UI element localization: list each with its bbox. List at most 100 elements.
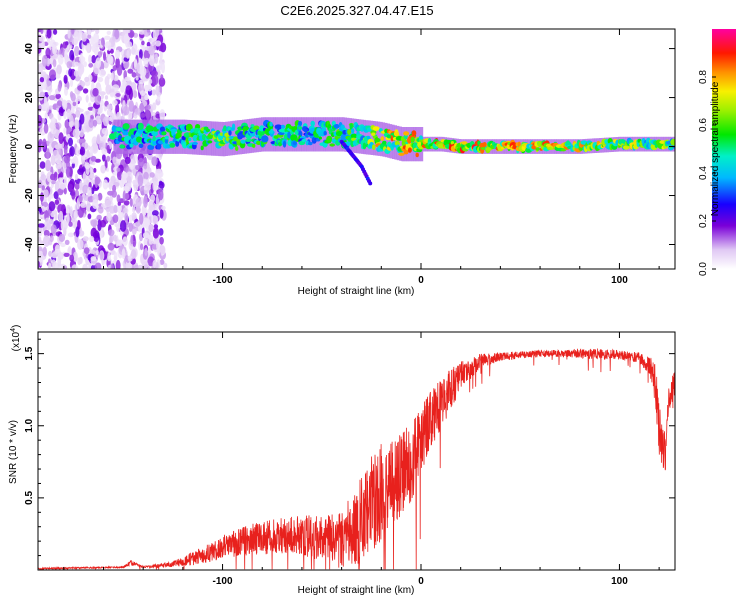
noise-blob: [65, 69, 69, 76]
noise-blob: [117, 211, 124, 219]
ridge-blob: [374, 138, 381, 143]
ridge-blob: [269, 122, 273, 127]
ridge-blob: [360, 125, 364, 132]
noise-blob: [84, 76, 90, 83]
noise-blob: [124, 156, 131, 165]
ridge-blob: [403, 149, 409, 155]
noise-blob: [94, 158, 101, 163]
noise-blob: [69, 120, 75, 128]
noise-blob: [42, 246, 47, 257]
noise-blob: [49, 57, 53, 64]
noise-blob: [69, 79, 74, 87]
noise-blob: [38, 260, 41, 269]
ridge-blob: [292, 141, 297, 145]
noise-blob: [93, 32, 100, 44]
noise-blob: [77, 85, 84, 91]
noise-blob: [90, 36, 95, 45]
noise-blob: [107, 45, 112, 51]
noise-blob: [155, 168, 163, 180]
noise-blob: [48, 250, 53, 257]
ridge-blob: [250, 132, 256, 137]
noise-blob: [63, 155, 71, 164]
ridge-blob: [257, 130, 266, 136]
noise-blob: [65, 207, 70, 214]
noise-blob: [41, 205, 45, 212]
ridge-blob: [175, 140, 180, 147]
noise-blob: [155, 65, 163, 71]
noise-blob: [50, 117, 56, 125]
noise-blob: [54, 199, 60, 205]
spectrogram-xtick-label: 100: [611, 275, 628, 286]
noise-blob: [131, 46, 135, 55]
noise-blob: [127, 41, 133, 48]
noise-blob: [47, 262, 52, 269]
noise-blob: [101, 127, 108, 135]
snr-multiplier-exp: 4: [10, 328, 17, 332]
spectrogram-ytick-label: -40: [24, 237, 35, 252]
noise-blob: [114, 49, 121, 60]
noise-blob: [139, 66, 147, 78]
ridge-halo: [263, 117, 266, 152]
noise-blob: [73, 210, 78, 220]
noise-blob: [106, 109, 113, 116]
ridge-blob: [274, 124, 283, 129]
noise-blob: [92, 199, 99, 210]
ridge-blob: [281, 124, 285, 129]
noise-blob: [47, 90, 52, 96]
noise-blob: [38, 179, 43, 189]
snr-multiplier-close: ): [11, 325, 22, 328]
ridge-blob: [303, 128, 308, 133]
noise-blob: [102, 116, 109, 127]
snr-ylabel: SNR (10 * v/v): [8, 420, 19, 484]
noise-blob: [62, 100, 68, 110]
snr-xlabel: Height of straight line (km): [298, 585, 415, 596]
ridge-blob: [207, 140, 213, 144]
chart-title: C2E6.2025.327.04.47.E15: [280, 3, 433, 18]
ridge-blob: [170, 128, 178, 133]
ridge-blob: [450, 141, 454, 145]
noise-blob: [51, 209, 58, 215]
noise-blob: [80, 202, 87, 208]
colorbar: [712, 29, 736, 269]
noise-blob: [78, 230, 85, 237]
noise-blob: [158, 228, 164, 236]
noise-blob: [75, 146, 80, 157]
noise-blob: [57, 204, 64, 214]
noise-blob: [154, 29, 160, 37]
noise-blob: [147, 86, 152, 92]
noise-blob: [159, 209, 164, 219]
noise-blob: [95, 57, 102, 69]
noise-blob: [108, 116, 112, 122]
snr-ytick-label: 1.0: [24, 418, 35, 432]
noise-blob: [60, 218, 65, 231]
snr-content: [38, 348, 675, 570]
noise-blob: [117, 201, 122, 206]
noise-blob: [124, 76, 131, 82]
ridge-blob: [410, 136, 415, 143]
noise-blob: [38, 138, 43, 145]
noise-blob: [52, 59, 57, 68]
spectrogram-ytick-label: 20: [24, 92, 35, 104]
noise-blob: [110, 234, 114, 243]
ridge-blob: [349, 123, 353, 130]
ridge-blob: [371, 132, 376, 136]
noise-blob: [38, 114, 43, 127]
noise-blob: [51, 259, 56, 267]
noise-blob: [134, 264, 139, 269]
noise-blob: [57, 188, 64, 196]
noise-blob: [142, 232, 150, 239]
ridge-blob: [333, 124, 340, 129]
noise-blob: [159, 236, 164, 245]
noise-blob: [152, 227, 159, 239]
noise-blob: [100, 164, 106, 174]
ridge-halo: [327, 117, 331, 152]
noise-blob: [112, 84, 120, 91]
noise-blob: [143, 237, 149, 247]
ridge-blob: [407, 136, 412, 144]
noise-blob: [50, 173, 56, 181]
noise-blob: [122, 190, 126, 202]
noise-blob: [102, 154, 106, 162]
ridge-halo: [161, 119, 164, 154]
noise-blob: [154, 53, 159, 64]
noise-blob: [73, 31, 80, 43]
